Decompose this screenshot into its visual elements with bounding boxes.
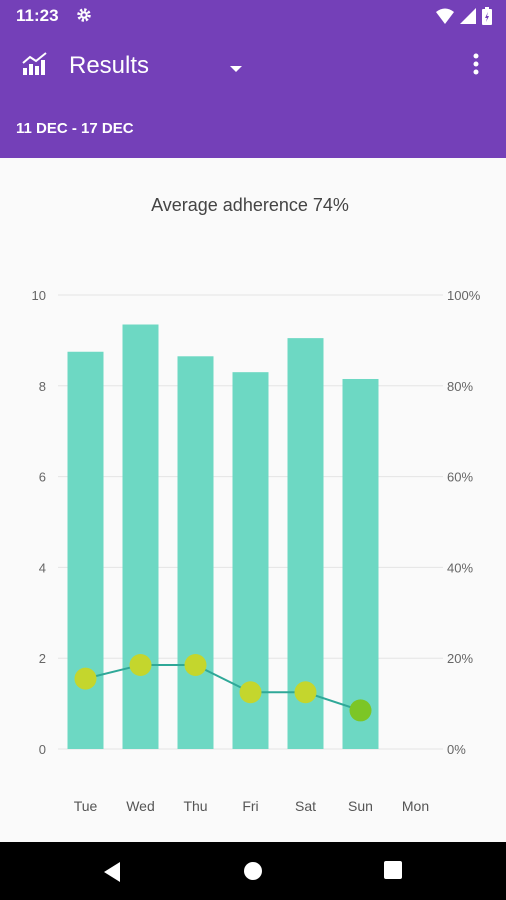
x-tick-label: Wed xyxy=(126,798,155,814)
gear-icon xyxy=(75,6,93,29)
left-tick-label: 6 xyxy=(39,470,46,485)
adherence-point xyxy=(349,699,372,722)
adherence-point xyxy=(184,654,207,677)
overflow-menu-icon[interactable] xyxy=(472,52,480,81)
chevron-down-icon[interactable] xyxy=(228,60,244,78)
back-icon[interactable] xyxy=(102,861,122,888)
adherence-point xyxy=(239,681,262,704)
home-icon[interactable] xyxy=(243,861,263,886)
bar xyxy=(287,338,324,749)
app-bar: Results 11 DEC - 17 DEC xyxy=(0,32,506,158)
right-tick-label: 80% xyxy=(447,379,473,394)
adherence-chart: Average adherence 74%02468100%20%40%60%8… xyxy=(32,195,481,814)
adherence-point xyxy=(294,681,317,704)
page-title: Results xyxy=(69,52,150,79)
chart-icon xyxy=(22,52,48,81)
adherence-point xyxy=(129,654,152,677)
date-range[interactable]: 11 DEC - 17 DEC xyxy=(16,120,134,137)
x-tick-label: Mon xyxy=(402,798,429,814)
right-tick-label: 0% xyxy=(447,742,466,757)
left-tick-label: 4 xyxy=(39,560,46,575)
right-tick-label: 20% xyxy=(447,651,473,666)
status-time: 11:23 xyxy=(16,6,59,25)
adherence-point xyxy=(74,667,97,690)
left-tick-label: 8 xyxy=(39,379,46,394)
right-tick-label: 40% xyxy=(447,560,473,575)
right-tick-label: 60% xyxy=(447,470,473,485)
left-tick-label: 2 xyxy=(39,651,46,666)
status-bar: 11:23 xyxy=(0,0,506,32)
battery-icon xyxy=(482,7,492,30)
results-content: Average adherence 74% 0 2 4 6 8 10 0% 20% 40% 60% 8… xyxy=(0,158,506,842)
wifi-icon xyxy=(436,8,454,29)
x-tick-label: Tue xyxy=(74,798,98,814)
left-tick-label: 10 xyxy=(32,288,46,303)
bar xyxy=(342,378,379,749)
bar xyxy=(122,324,159,749)
x-tick-label: Fri xyxy=(242,798,258,814)
x-tick-label: Thu xyxy=(183,798,207,814)
recents-icon[interactable] xyxy=(384,861,402,884)
left-tick-label: 0 xyxy=(39,742,46,757)
x-tick-label: Sat xyxy=(295,798,316,814)
navigation-bar xyxy=(0,842,506,900)
signal-icon xyxy=(460,8,476,29)
bar xyxy=(177,356,214,749)
chart-title: Average adherence 74% xyxy=(151,195,349,215)
right-tick-label: 100% xyxy=(447,288,481,303)
x-tick-label: Sun xyxy=(348,798,373,814)
